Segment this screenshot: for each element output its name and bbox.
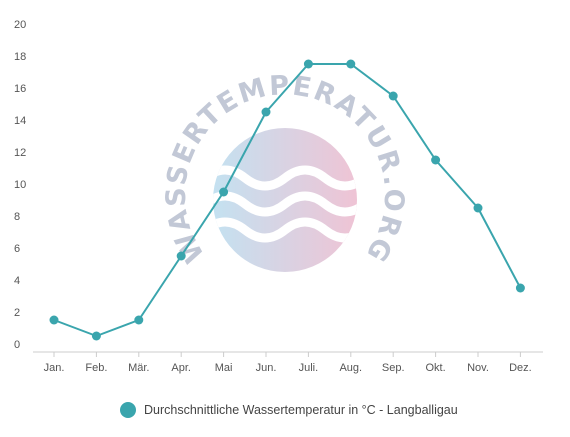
data-point [473, 203, 483, 213]
data-point [346, 59, 356, 69]
y-tick-label: 4 [14, 275, 20, 287]
x-tick-label: Apr. [171, 362, 191, 374]
y-tick-label: 2 [14, 307, 20, 319]
data-point [388, 91, 398, 101]
legend[interactable]: Durchschnittliche Wassertemperatur in °C… [120, 402, 458, 418]
x-tick-label: Mär. [128, 362, 149, 374]
x-axis-ticks: Jan. Feb. Mär. Apr. Mai Jun. Juli. Aug. Sep. Okt.… [44, 352, 532, 374]
y-tick-label: 0 [14, 339, 20, 351]
legend-label: Durchschnittliche Wassertemperatur in °C… [144, 403, 458, 417]
data-point [91, 331, 101, 341]
y-tick-label: 16 [14, 83, 26, 95]
data-point [176, 251, 186, 261]
data-point [431, 155, 441, 165]
x-tick-label: Aug. [339, 362, 362, 374]
data-point [219, 187, 229, 197]
y-tick-label: 10 [14, 179, 26, 191]
x-tick-label: Jun. [256, 362, 277, 374]
watermark-logo: WASSERTEMPERATUR.ORG [161, 70, 408, 272]
y-tick-label: 20 [14, 19, 26, 31]
legend-marker [120, 402, 136, 418]
data-point [515, 283, 525, 293]
y-tick-label: 12 [14, 147, 26, 159]
x-tick-label: Sep. [382, 362, 405, 374]
data-point [303, 59, 313, 69]
x-tick-label: Okt. [426, 362, 446, 374]
y-tick-label: 6 [14, 243, 20, 255]
y-tick-label: 8 [14, 211, 20, 223]
y-tick-label: 18 [14, 51, 26, 63]
x-tick-label: Nov. [467, 362, 489, 374]
series-line [53, 63, 522, 337]
x-tick-label: Juli. [299, 362, 319, 374]
series-group [49, 59, 525, 341]
y-axis-ticks: 0 2 4 6 8 10 12 14 16 18 20 [14, 19, 26, 351]
x-tick-label: Feb. [85, 362, 107, 374]
x-tick-label: Jan. [44, 362, 65, 374]
data-point [49, 315, 59, 325]
data-point [134, 315, 144, 325]
x-tick-label: Mai [215, 362, 233, 374]
data-point [261, 107, 271, 117]
y-tick-label: 14 [14, 115, 26, 127]
x-tick-label: Dez. [509, 362, 532, 374]
